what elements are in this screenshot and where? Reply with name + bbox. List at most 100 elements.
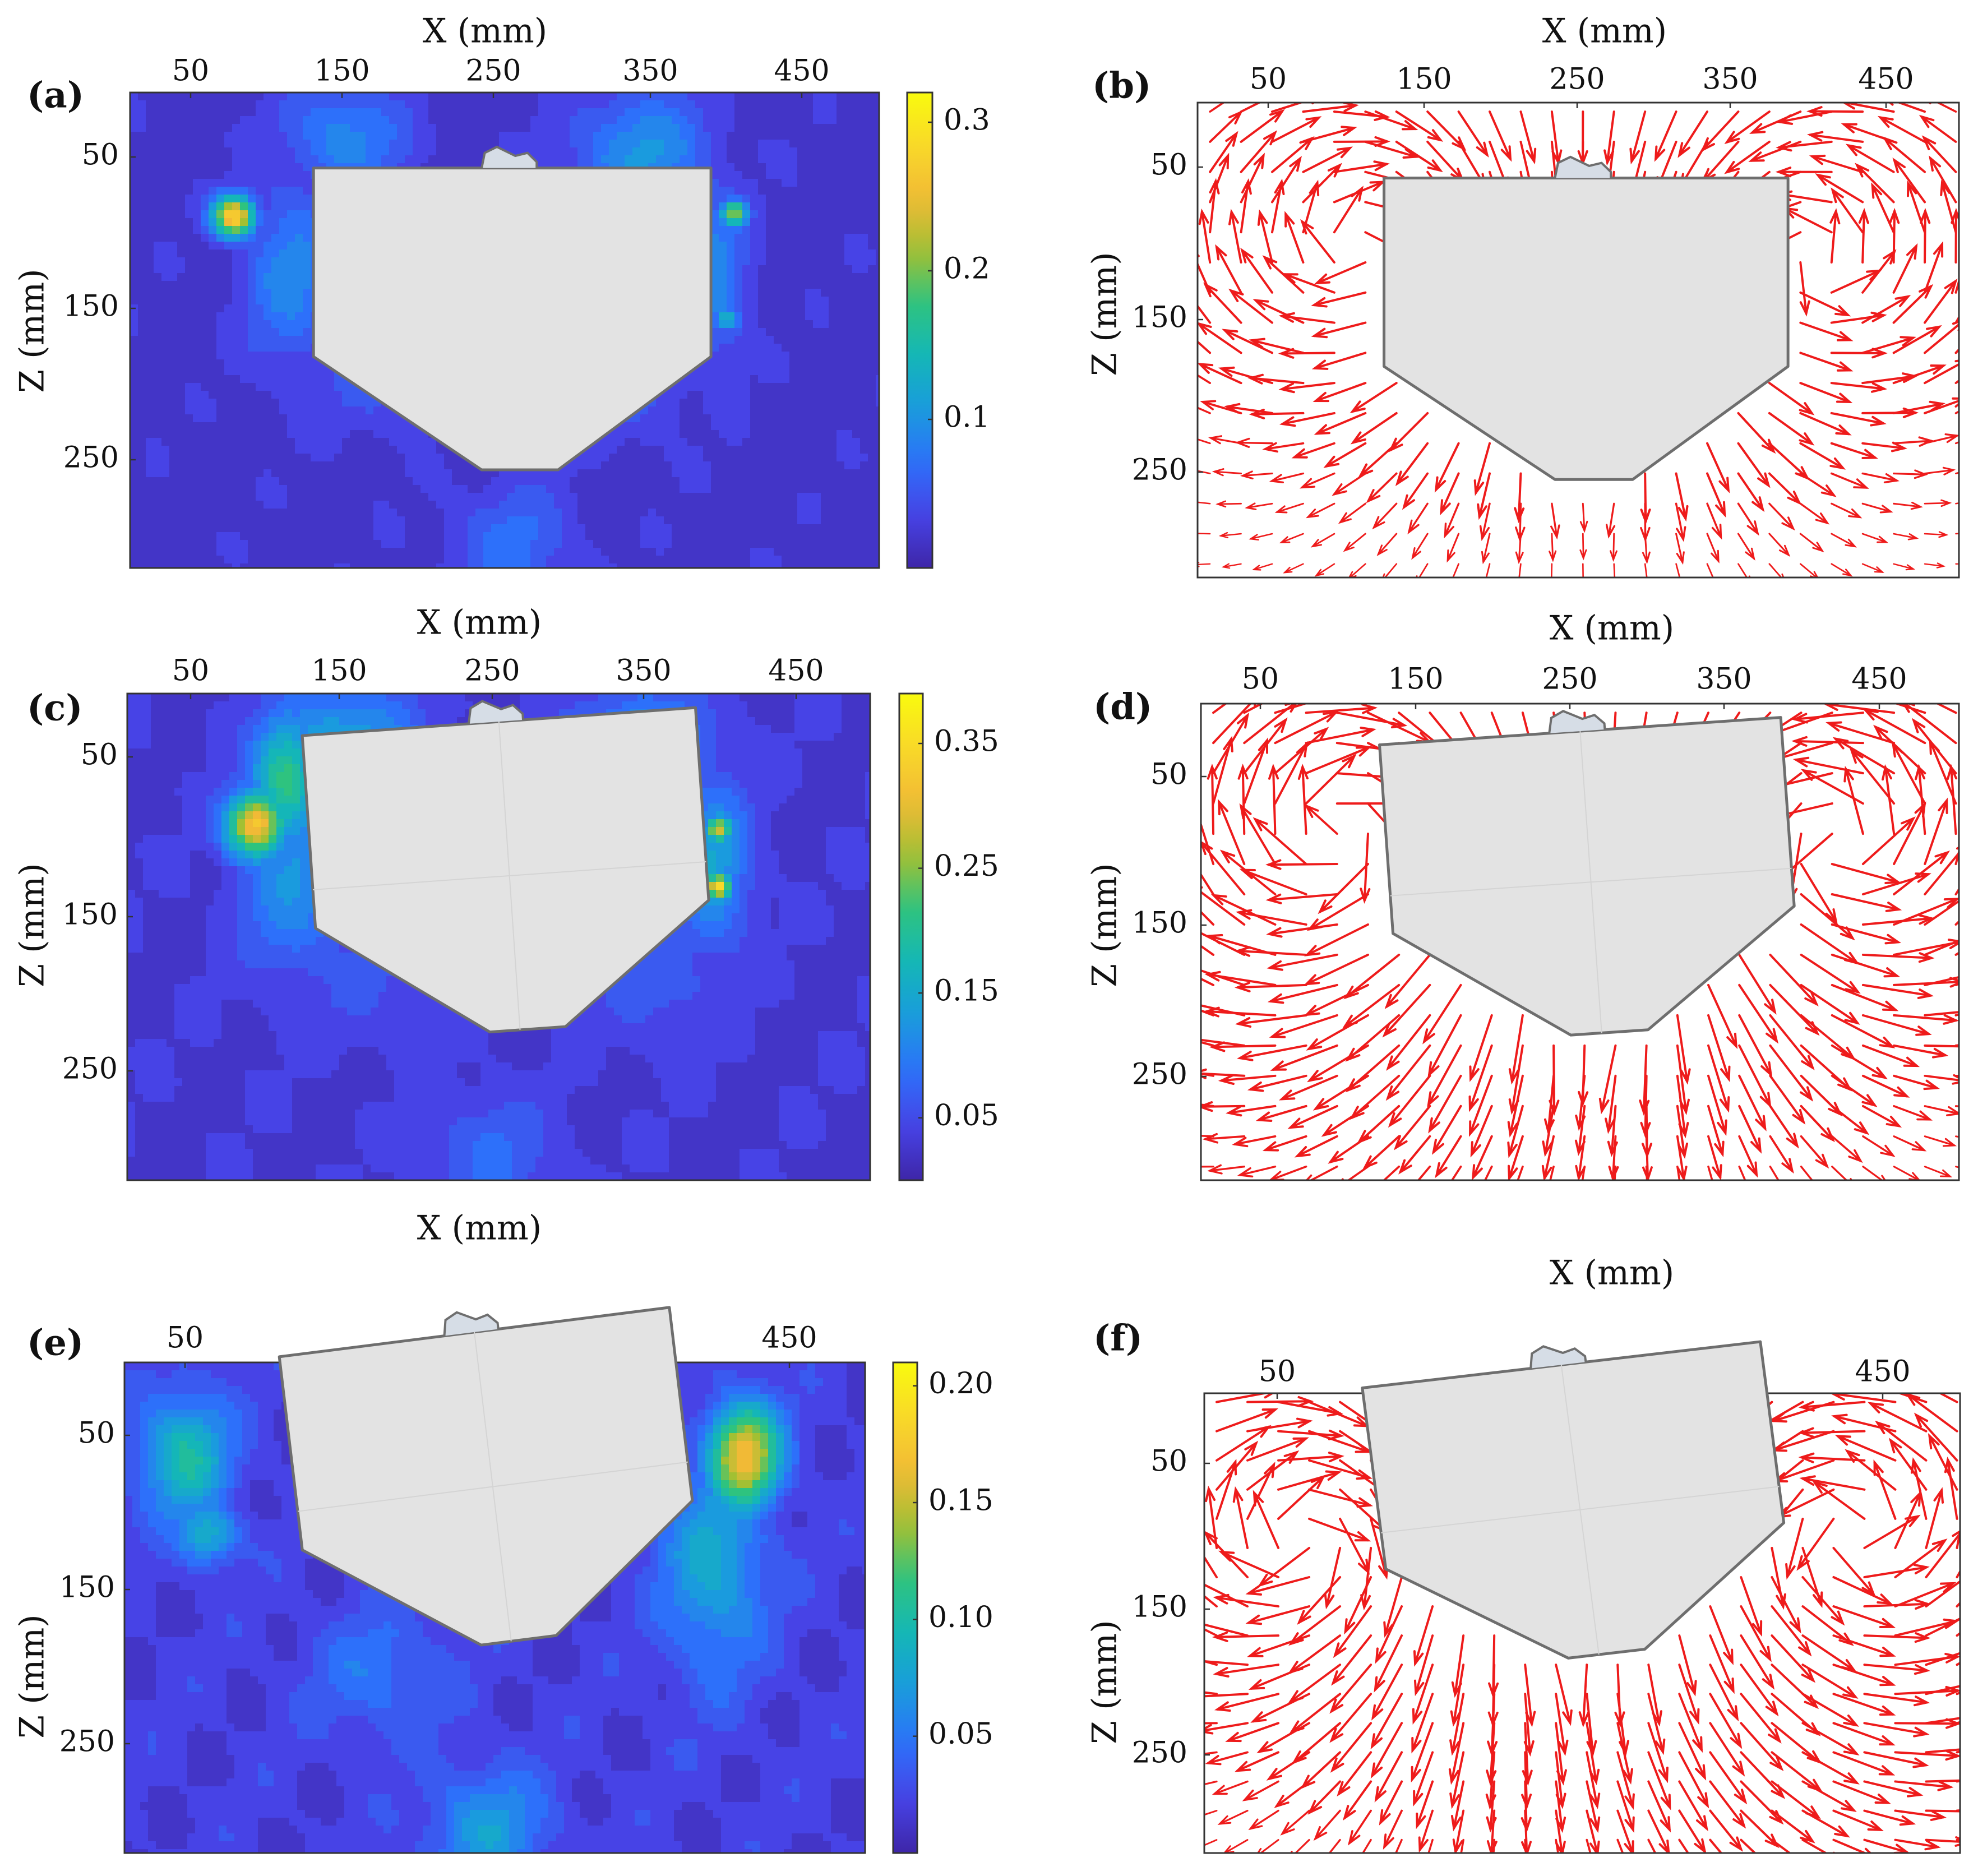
vector-arrow: [1809, 154, 1864, 173]
x-axis-title: X (mm): [417, 1209, 542, 1248]
vector-arrow: [1861, 1014, 1932, 1036]
colorbar-gradient: [899, 694, 923, 1180]
vector-arrow: [1299, 472, 1335, 489]
vector-arrow: [1893, 1074, 1940, 1091]
vector-arrow: [1518, 563, 1522, 577]
vector-arrow: [1274, 727, 1329, 775]
vector-arrow: [1598, 1044, 1617, 1115]
vector-arrow: [1738, 1044, 1772, 1108]
vector-arrow: [1277, 1452, 1344, 1463]
vector-arrow: [1278, 348, 1335, 359]
vector-arrow: [1706, 472, 1726, 518]
vector-arrow: [1586, 1809, 1600, 1853]
vector-arrow: [1240, 130, 1278, 173]
vector-arrow: [1212, 1631, 1280, 1642]
vector-arrow: [1472, 1135, 1493, 1180]
y-tick-label: 150: [1132, 301, 1187, 335]
vector-arrow: [1740, 1576, 1763, 1637]
vector-arrow: [1831, 893, 1902, 912]
vector-arrow: [1237, 1044, 1307, 1061]
vector-arrow: [1709, 1693, 1743, 1749]
vector-arrow: [1451, 1634, 1465, 1698]
vector-arrow: [1768, 533, 1791, 557]
panel-d-quiver: (d) X (mm) 50 150 250 350 450 Z (mm) 50 150 250: [1085, 609, 1960, 1181]
vector-arrow: [1925, 1717, 1960, 1725]
vector-arrow: [1863, 1664, 1930, 1675]
vector-arrow: [1541, 1135, 1555, 1180]
vector-arrow: [1603, 110, 1615, 166]
vector-arrow: [1204, 1555, 1218, 1578]
y-tick-label: 50: [81, 738, 118, 772]
vector-arrow: [1924, 499, 1952, 507]
vector-arrow: [1832, 1838, 1872, 1853]
panel-label: (f): [1093, 1318, 1143, 1360]
vector-arrow: [1832, 1605, 1896, 1629]
vector-arrow: [1338, 502, 1366, 524]
vector-arrow: [1201, 1166, 1214, 1168]
vector-arrow: [1216, 1408, 1279, 1433]
vector-arrow: [1807, 131, 1864, 143]
vector-arrow: [1204, 1722, 1218, 1725]
vector-arrow: [1677, 110, 1709, 158]
vector-arrow: [1514, 472, 1525, 524]
vector-arrow: [1246, 1417, 1313, 1433]
vector-arrow: [1894, 1618, 1960, 1637]
vector-arrow: [1582, 563, 1584, 577]
vector-arrow: [1356, 1105, 1401, 1144]
vector-arrow: [1929, 738, 1957, 805]
vector-arrow: [1924, 939, 1959, 956]
vector-arrow: [1287, 1105, 1338, 1129]
vector-arrow: [1274, 710, 1339, 745]
vector-arrow: [1202, 1133, 1246, 1144]
vector-arrow: [1204, 1693, 1249, 1698]
vector-arrow: [1240, 109, 1285, 143]
vector-arrow: [1892, 243, 1918, 294]
vector-arrow: [1616, 1722, 1633, 1785]
vector-arrow: [1863, 1809, 1916, 1826]
vector-arrow: [1831, 502, 1863, 519]
vector-arrow: [1201, 1009, 1215, 1016]
vector-arrow: [1769, 1135, 1794, 1174]
y-tick-label: 250: [1132, 454, 1187, 487]
vector-arrow: [1891, 741, 1926, 805]
vector-arrow: [1798, 1401, 1866, 1412]
vector-arrow: [1329, 1664, 1372, 1714]
vector-arrow: [1863, 1780, 1924, 1798]
vector-arrow: [1515, 533, 1524, 565]
vector-arrow: [1507, 1105, 1524, 1158]
vector-arrow: [1928, 1433, 1958, 1491]
vector-arrow: [1645, 1165, 1648, 1180]
vector-arrow: [1910, 1457, 1928, 1520]
vector-arrow: [1362, 1838, 1372, 1853]
vector-arrow: [1799, 321, 1854, 341]
vector-arrow: [1924, 433, 1959, 445]
body-section: [1361, 1340, 1786, 1660]
vector-arrow: [1313, 1809, 1341, 1841]
vector-arrow: [1306, 502, 1335, 519]
vector-arrow: [1894, 1809, 1947, 1821]
y-axis-title: Z (mm): [13, 269, 52, 392]
vector-arrow: [1798, 1452, 1866, 1463]
vector-arrow: [1925, 1580, 1960, 1608]
vector-arrow: [1307, 1780, 1342, 1815]
vector-arrow: [1201, 1038, 1246, 1047]
vector-arrow: [1801, 1838, 1836, 1853]
vector-arrow: [1280, 1809, 1310, 1836]
vector-arrow: [1919, 114, 1957, 143]
vector-arrow: [1243, 737, 1269, 805]
vector-arrow: [1792, 756, 1864, 775]
vector-arrow: [1427, 1044, 1462, 1108]
vector-arrow: [1452, 1809, 1465, 1853]
vector-arrow: [1198, 322, 1242, 354]
x-tick-label: 450: [774, 54, 829, 88]
vector-arrow: [1800, 953, 1861, 994]
vector-arrow: [1305, 704, 1378, 714]
vector-arrow: [1894, 1750, 1960, 1761]
vector-arrow: [1249, 408, 1305, 419]
vector-arrow: [1842, 103, 1895, 113]
vector-arrow: [1198, 438, 1211, 445]
vector-arrow: [1297, 1576, 1342, 1625]
vector-arrow: [1707, 1105, 1725, 1158]
vector-arrow: [1247, 1074, 1307, 1092]
vector-arrow: [1318, 863, 1369, 914]
